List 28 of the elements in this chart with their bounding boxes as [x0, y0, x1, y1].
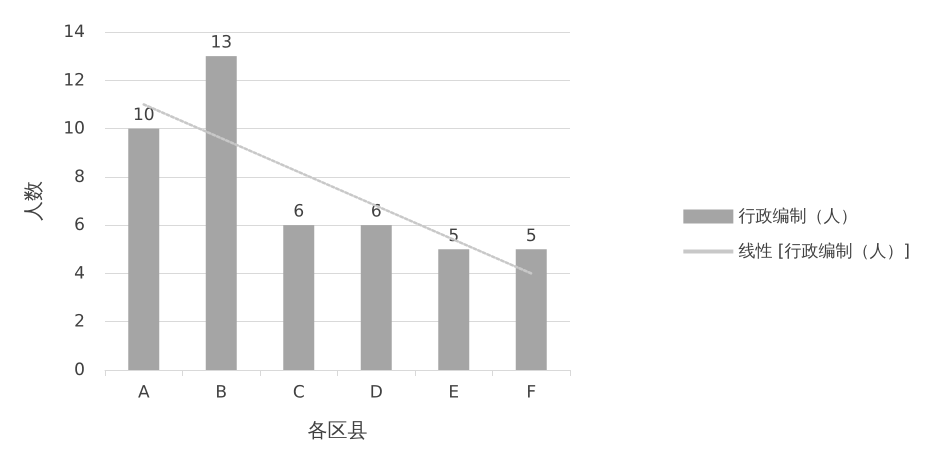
bar: [438, 249, 470, 370]
x-tick-label: E: [448, 382, 460, 402]
y-tick-label: 10: [63, 118, 85, 139]
data-label: 6: [293, 202, 304, 222]
bar: [128, 128, 160, 370]
y-tick-label: 4: [74, 263, 85, 284]
bar: [516, 249, 547, 370]
x-tick-label: C: [292, 382, 305, 402]
x-tick-label: D: [370, 382, 383, 402]
y-axis-title: 人数: [21, 181, 45, 221]
y-tick-label: 2: [74, 312, 85, 332]
bar: [360, 225, 392, 370]
x-tick-label: F: [526, 382, 536, 402]
x-tick-label: B: [215, 382, 228, 402]
y-tick-label: 6: [74, 215, 85, 236]
data-label: 13: [210, 32, 232, 53]
y-tick-label: 12: [63, 70, 85, 90]
data-label: 10: [132, 105, 155, 126]
bar: [206, 56, 237, 370]
legend-label: 行政编制（人）: [738, 206, 858, 226]
data-label: 5: [526, 226, 537, 246]
y-tick-label: 14: [63, 22, 85, 42]
y-tick-label: 8: [74, 166, 85, 187]
x-tick-label: A: [138, 382, 150, 402]
y-tick-label: 0: [74, 360, 85, 380]
bar: [283, 225, 314, 370]
legend-label: 线性 [行政编制（人）]: [738, 242, 910, 262]
x-axis-title: 各区县: [308, 418, 368, 442]
